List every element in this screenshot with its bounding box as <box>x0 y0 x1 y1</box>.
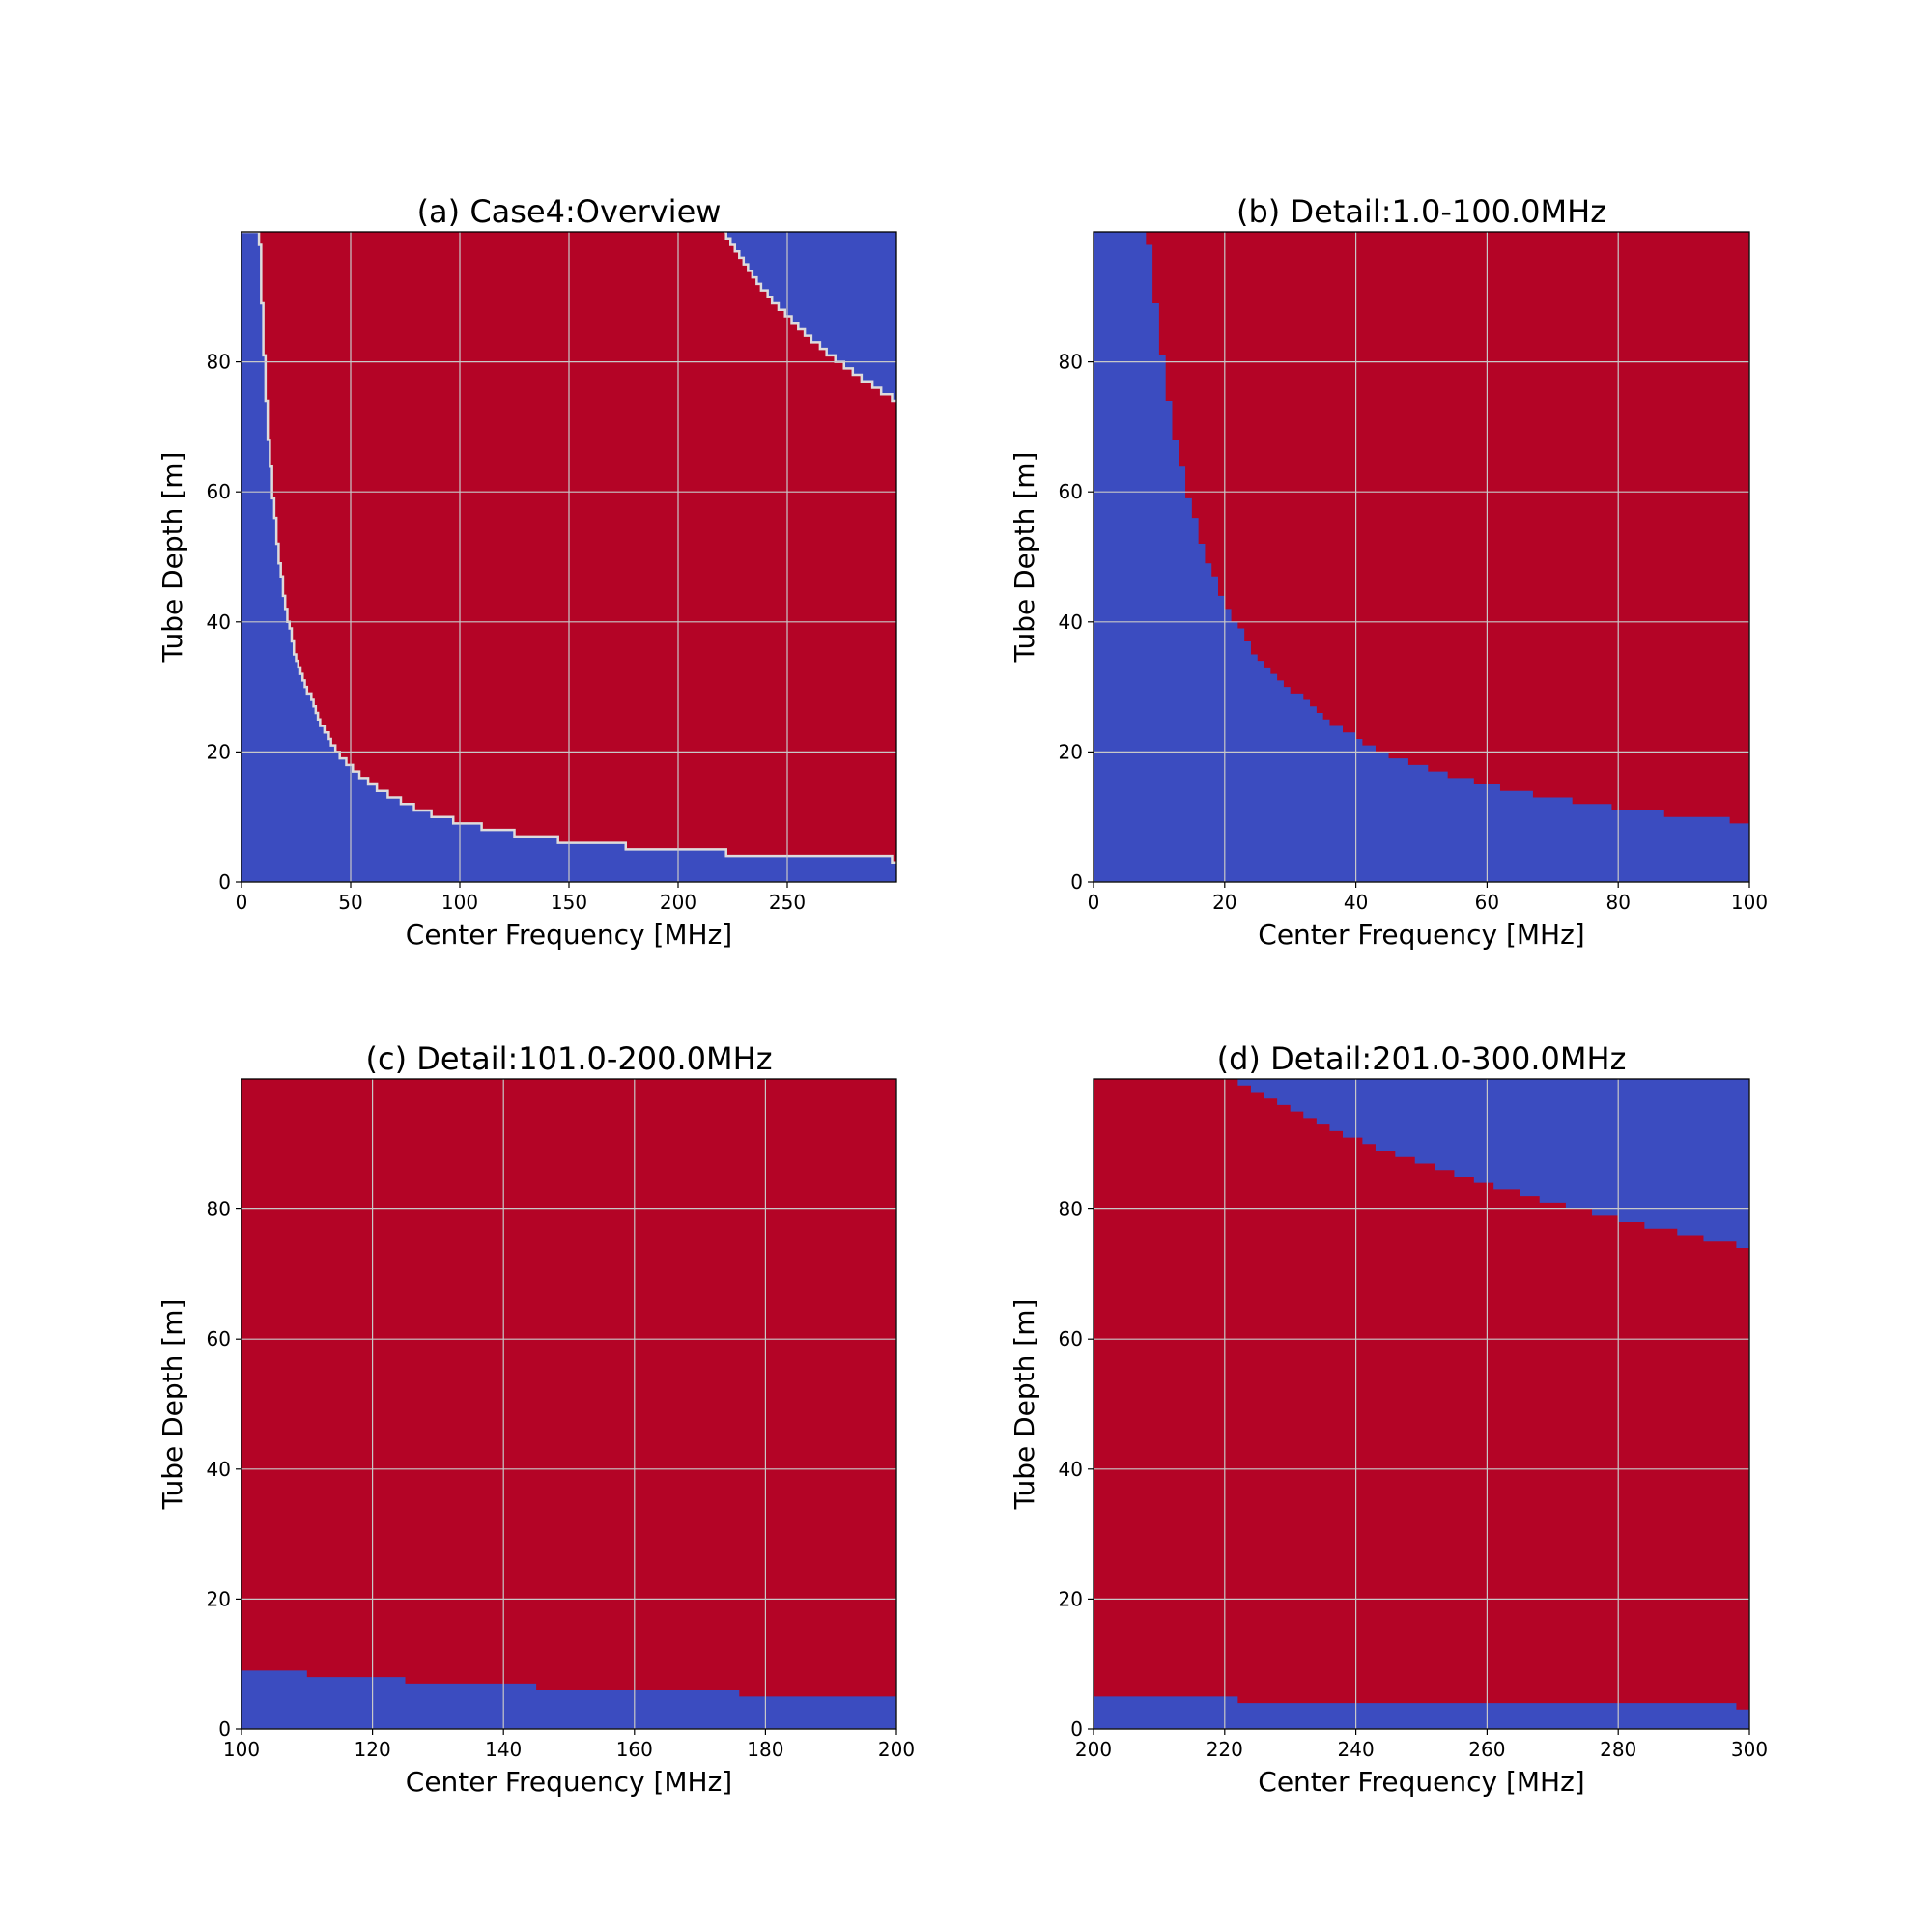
y-axis-label: Tube Depth [m] <box>1009 452 1040 664</box>
panel-1: 0 20 40 60 80 100 0 20 40 60 80 (b) Detail:1.0-100.… <box>1009 193 1768 951</box>
x-axis-label: Center Frequency [MHz] <box>1258 1766 1584 1798</box>
x-tick-label: 50 <box>338 891 362 914</box>
x-tick-label: 200 <box>878 1738 915 1761</box>
x-tick-label: 200 <box>660 891 696 914</box>
y-tick-label: 60 <box>1059 1327 1083 1350</box>
region-low <box>1094 232 1749 882</box>
y-tick-label: 80 <box>207 351 231 374</box>
region-upper <box>1231 1079 1749 1248</box>
panel-2: 100 120 140 160 180 200 0 20 40 60 80 (c) Detail:10… <box>156 1040 915 1798</box>
x-axis-label: Center Frequency [MHz] <box>1258 919 1584 951</box>
chart-title: (b) Detail:1.0-100.0MHz <box>1236 193 1606 230</box>
chart-title: (c) Detail:101.0-200.0MHz <box>365 1040 772 1077</box>
y-tick-label: 40 <box>1059 1458 1083 1481</box>
plot-area <box>242 1079 896 1729</box>
y-tick-label: 0 <box>218 870 231 894</box>
x-tick-label: 300 <box>1731 1738 1768 1761</box>
x-tick-label: 20 <box>1212 891 1236 914</box>
y-tick-label: 80 <box>207 1198 231 1221</box>
y-tick-label: 80 <box>1059 351 1083 374</box>
y-tick-label: 60 <box>1059 480 1083 503</box>
y-tick-label: 80 <box>1059 1198 1083 1221</box>
y-tick-label: 40 <box>1059 611 1083 634</box>
panel-3: 200 220 240 260 280 300 0 20 40 60 80 (d) Detail:20… <box>1009 1040 1768 1798</box>
y-axis-label: Tube Depth [m] <box>156 452 188 664</box>
x-tick-label: 120 <box>355 1738 391 1761</box>
x-tick-label: 240 <box>1338 1738 1375 1761</box>
y-tick-label: 40 <box>207 611 231 634</box>
x-tick-label: 0 <box>236 891 248 914</box>
lower-boundary-line <box>242 232 896 865</box>
region-low <box>1094 1696 1749 1729</box>
x-tick-label: 0 <box>1088 891 1100 914</box>
y-tick-label: 20 <box>207 1587 231 1610</box>
panel-0: 0 50 100 150 200 250 0 20 40 60 80 (a) Case4:Overvi… <box>156 193 897 951</box>
y-tick-label: 0 <box>1070 1718 1083 1741</box>
x-tick-label: 250 <box>769 891 806 914</box>
y-tick-label: 40 <box>207 1458 231 1481</box>
y-tick-label: 20 <box>207 740 231 763</box>
x-tick-label: 40 <box>1344 891 1368 914</box>
y-tick-label: 60 <box>207 480 231 503</box>
y-axis-label: Tube Depth [m] <box>156 1299 188 1511</box>
x-tick-label: 160 <box>616 1738 653 1761</box>
chart-title: (a) Case4:Overview <box>417 193 722 230</box>
axes-frame <box>1093 231 1750 883</box>
region-low <box>242 232 896 882</box>
upper-boundary-line <box>724 232 896 403</box>
chart-title: (d) Detail:201.0-300.0MHz <box>1217 1040 1627 1077</box>
region-upper <box>724 232 896 401</box>
x-axis-label: Center Frequency [MHz] <box>406 919 732 951</box>
y-tick-label: 20 <box>1059 740 1083 763</box>
x-tick-label: 100 <box>223 1738 260 1761</box>
plot-area <box>1094 1079 1749 1729</box>
x-tick-label: 280 <box>1600 1738 1636 1761</box>
x-tick-label: 150 <box>551 891 587 914</box>
plot-area <box>1094 232 1749 882</box>
axes-frame <box>241 1078 897 1730</box>
x-tick-label: 200 <box>1075 1738 1112 1761</box>
x-tick-label: 80 <box>1605 891 1630 914</box>
region-low <box>242 1670 896 1729</box>
x-tick-label: 100 <box>1731 891 1768 914</box>
x-tick-label: 140 <box>485 1738 522 1761</box>
y-tick-label: 20 <box>1059 1587 1083 1610</box>
y-axis-label: Tube Depth [m] <box>1009 1299 1040 1511</box>
axes-frame <box>1093 1078 1750 1730</box>
plot-area <box>242 232 896 882</box>
x-axis-label: Center Frequency [MHz] <box>406 1766 732 1798</box>
x-tick-label: 180 <box>747 1738 783 1761</box>
x-tick-label: 100 <box>441 891 478 914</box>
region-high <box>242 1079 896 1729</box>
y-tick-label: 0 <box>1070 870 1083 894</box>
y-tick-label: 60 <box>207 1327 231 1350</box>
x-tick-label: 220 <box>1207 1738 1243 1761</box>
x-tick-label: 60 <box>1475 891 1499 914</box>
x-tick-label: 260 <box>1468 1738 1505 1761</box>
y-tick-label: 0 <box>218 1718 231 1741</box>
